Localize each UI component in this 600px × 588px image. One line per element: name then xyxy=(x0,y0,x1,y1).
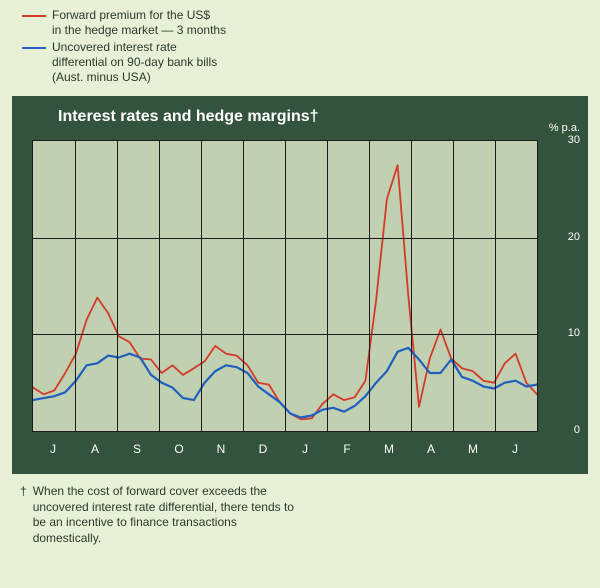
gridline-vertical xyxy=(369,141,370,431)
footnote-text: When the cost of forward cover exceeds t… xyxy=(33,484,300,546)
ytick-label: 30 xyxy=(568,134,580,146)
gridline-vertical xyxy=(327,141,328,431)
gridline-vertical xyxy=(495,141,496,431)
gridline-vertical xyxy=(75,141,76,431)
gridline-vertical xyxy=(411,141,412,431)
xtick-label: J xyxy=(50,442,56,456)
gridline-vertical xyxy=(159,141,160,431)
gridline-vertical xyxy=(453,141,454,431)
xtick-label: D xyxy=(259,442,268,456)
legend-label: Forward premium for the US$ in the hedge… xyxy=(52,8,226,38)
xtick-label: A xyxy=(427,442,435,456)
ytick-label: 0 xyxy=(574,424,580,436)
ytick-label: 10 xyxy=(568,327,580,339)
plot-area xyxy=(32,140,538,432)
ytick-label: 20 xyxy=(568,231,580,243)
xtick-label: J xyxy=(302,442,308,456)
gridline-vertical xyxy=(117,141,118,431)
xtick-label: A xyxy=(91,442,99,456)
gridline-vertical xyxy=(201,141,202,431)
legend-swatch xyxy=(22,15,46,17)
legend-item: Uncovered interest rate differential on … xyxy=(22,40,226,85)
legend: Forward premium for the US$ in the hedge… xyxy=(22,8,226,87)
xtick-label: F xyxy=(343,442,350,456)
gridline-vertical xyxy=(243,141,244,431)
xtick-label: O xyxy=(174,442,183,456)
xtick-label: N xyxy=(217,442,226,456)
legend-swatch xyxy=(22,47,46,49)
chart-title: Interest rates and hedge margins† xyxy=(58,108,319,126)
legend-label: Uncovered interest rate differential on … xyxy=(52,40,217,85)
legend-item: Forward premium for the US$ in the hedge… xyxy=(22,8,226,38)
xtick-label: M xyxy=(468,442,478,456)
xtick-label: M xyxy=(384,442,394,456)
gridline-vertical xyxy=(285,141,286,431)
footnote: † When the cost of forward cover exceeds… xyxy=(20,484,300,546)
footnote-symbol: † xyxy=(20,484,27,546)
xtick-label: S xyxy=(133,442,141,456)
xtick-label: J xyxy=(512,442,518,456)
yaxis-caption: % p.a. xyxy=(549,122,580,134)
page: Forward premium for the US$ in the hedge… xyxy=(0,0,600,588)
chart-panel: Interest rates and hedge margins† % p.a.… xyxy=(12,96,588,474)
